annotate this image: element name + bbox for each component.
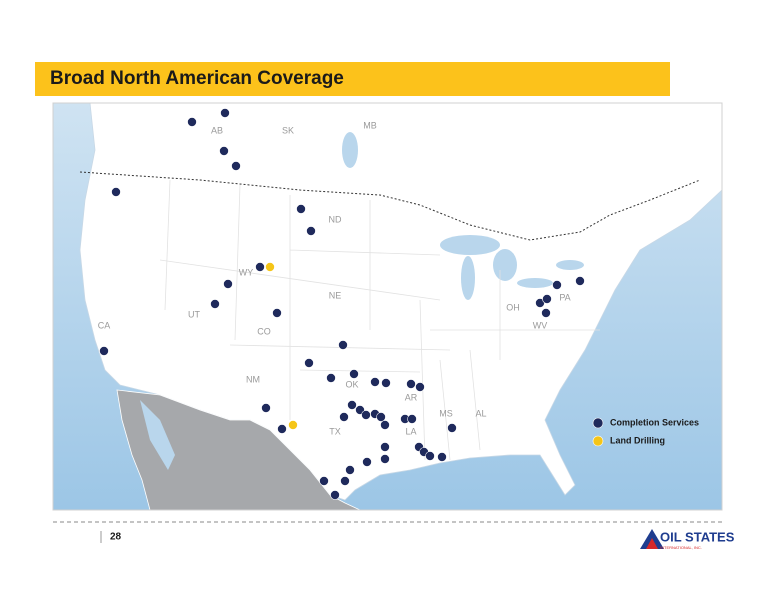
region-label: SK (282, 125, 294, 135)
region-label: WY (239, 267, 254, 277)
location-marker (376, 412, 386, 422)
region-label: CO (257, 326, 271, 336)
location-marker (339, 412, 349, 422)
location-marker (338, 340, 348, 350)
slide-title: Broad North American Coverage (50, 68, 344, 89)
lake (342, 132, 358, 168)
region-label: TX (329, 426, 341, 436)
region-label: AR (405, 392, 418, 402)
location-marker (380, 454, 390, 464)
region-label: MB (363, 120, 377, 130)
location-marker (219, 146, 229, 156)
location-marker (380, 442, 390, 452)
region-label: NM (246, 374, 260, 384)
gulf-of-california (140, 400, 175, 470)
location-marker (304, 358, 314, 368)
lake (440, 235, 500, 255)
location-marker (223, 279, 233, 289)
lake (556, 260, 584, 270)
location-marker (272, 308, 282, 318)
region-label: LA (405, 426, 416, 436)
location-marker (319, 476, 329, 486)
location-marker (380, 420, 390, 430)
location-marker (210, 299, 220, 309)
region-label: OK (345, 379, 358, 389)
legend-label: Completion Services (610, 417, 699, 427)
location-marker (220, 108, 230, 118)
location-marker (349, 369, 359, 379)
lake (517, 278, 553, 288)
location-marker (347, 400, 357, 410)
page-number: 28 (110, 532, 122, 543)
legend-label: Land Drilling (610, 435, 665, 445)
location-marker (370, 377, 380, 387)
location-marker (415, 382, 425, 392)
region-label: OH (506, 302, 520, 312)
state-borders (159, 179, 600, 461)
logo: OIL STATES INTERNATIONAL, INC. (640, 529, 735, 550)
region-label: PA (559, 292, 570, 302)
location-marker (345, 465, 355, 475)
region-label: WV (533, 320, 548, 330)
location-marker (406, 379, 416, 389)
location-marker (277, 424, 287, 434)
location-marker (255, 262, 265, 272)
location-marker (330, 490, 340, 500)
lake (493, 249, 517, 281)
locations (99, 108, 585, 500)
region-label: UT (188, 309, 200, 319)
location-marker (340, 476, 350, 486)
location-marker (296, 204, 306, 214)
location-marker (361, 410, 371, 420)
location-marker (187, 117, 197, 127)
location-marker (288, 420, 298, 430)
title-bar (35, 62, 670, 96)
location-marker (575, 276, 585, 286)
legend-marker (592, 417, 604, 429)
logo-subtitle: INTERNATIONAL, INC. (660, 545, 702, 550)
logo-name: OIL STATES (660, 529, 735, 544)
location-marker (425, 451, 435, 461)
location-marker (542, 294, 552, 304)
legend: Completion Services Land Drilling (592, 417, 699, 447)
location-marker (111, 187, 121, 197)
logo-mark (646, 538, 658, 549)
location-marker (231, 161, 241, 171)
location-marker (261, 403, 271, 413)
location-marker (407, 414, 417, 424)
border (79, 171, 701, 241)
location-marker (265, 262, 275, 272)
land (79, 103, 722, 501)
location-marker (447, 423, 457, 433)
region-label: AL (475, 408, 486, 418)
map-frame (52, 102, 723, 511)
region-label: MS (439, 408, 453, 418)
lake (461, 256, 475, 300)
region-label: NE (329, 290, 342, 300)
location-marker (362, 457, 372, 467)
map (53, 103, 722, 510)
region-label: CA (98, 320, 111, 330)
region-label: AB (211, 125, 223, 135)
region-label: ND (329, 214, 342, 224)
location-marker (437, 452, 447, 462)
location-marker (326, 373, 336, 383)
location-marker (99, 346, 109, 356)
location-marker (306, 226, 316, 236)
legend-marker (592, 435, 604, 447)
region-labels: AB SK MB ND WY NE UT CO CA NM OK AR TX L… (98, 120, 571, 436)
location-marker (381, 378, 391, 388)
location-marker (541, 308, 551, 318)
location-marker (552, 280, 562, 290)
